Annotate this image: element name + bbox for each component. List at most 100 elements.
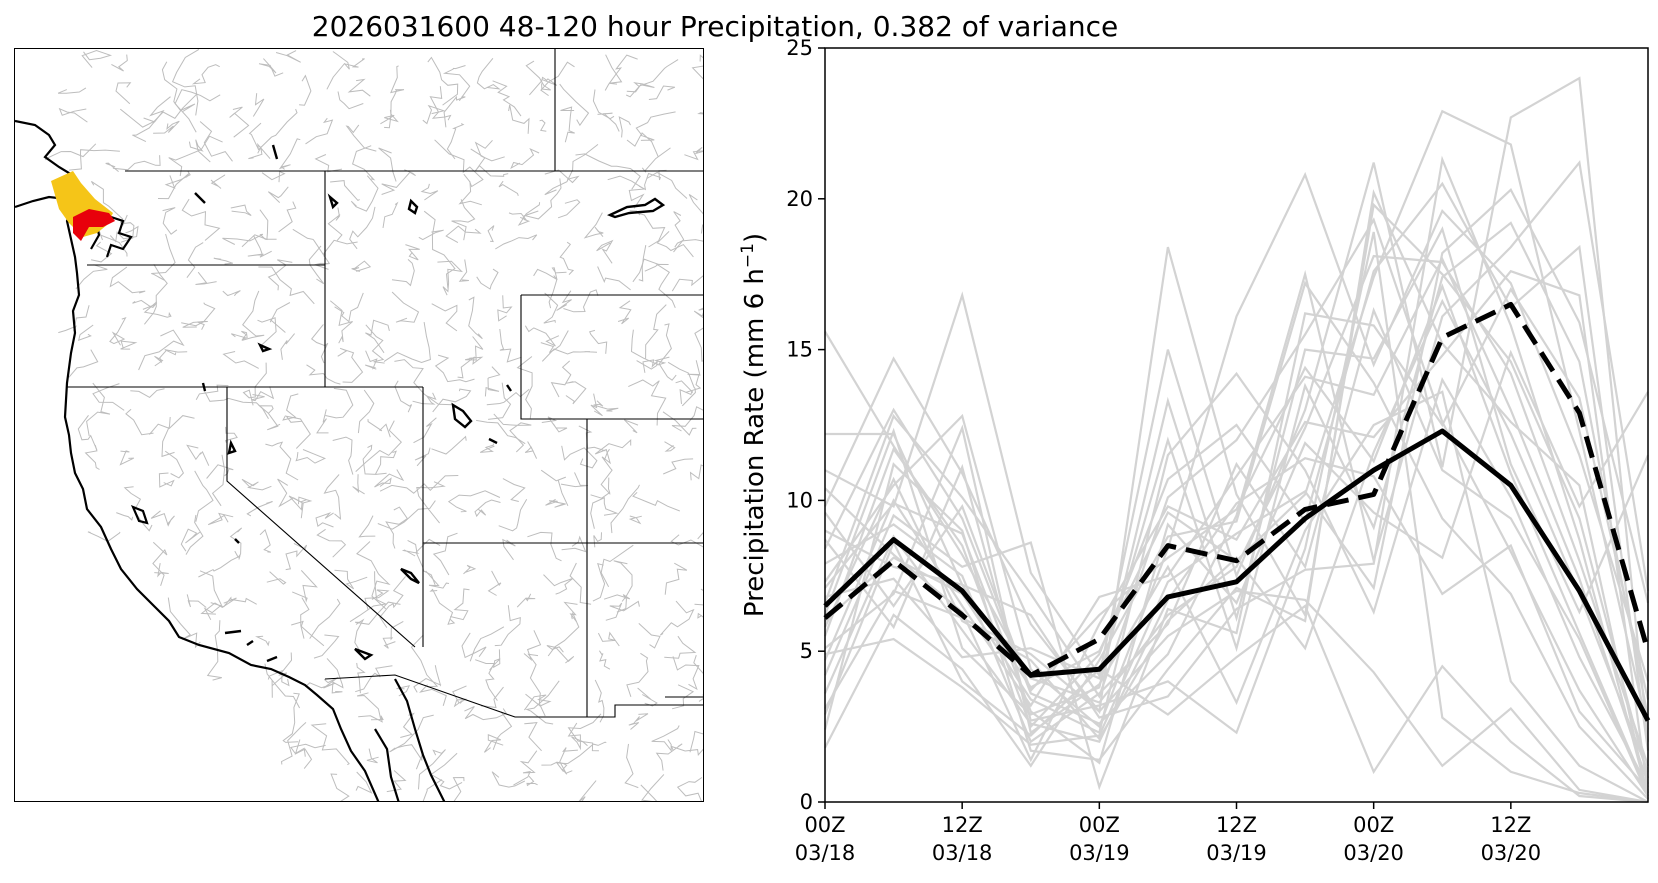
x-tick-label-date: 03/20	[1481, 841, 1542, 865]
basin-boundary	[431, 435, 467, 455]
basin-boundary	[559, 241, 575, 275]
basin-boundary	[600, 448, 613, 495]
basin-boundary	[671, 684, 695, 710]
basin-boundary	[381, 169, 416, 195]
basin-boundary	[547, 611, 580, 657]
basin-boundary	[610, 484, 640, 534]
basin-boundary	[385, 506, 409, 549]
lakes	[194, 144, 666, 663]
y-tick-label: 15	[786, 338, 813, 362]
basin-boundary	[603, 594, 631, 613]
basin-boundary	[685, 360, 702, 393]
basin-boundary	[583, 212, 604, 239]
basin-boundary	[646, 171, 688, 199]
x-tick-label-hour: 12Z	[942, 813, 983, 837]
basin-boundary	[544, 144, 599, 196]
basin-boundary	[356, 541, 391, 610]
basin-boundary	[278, 201, 297, 233]
basin-boundary	[266, 571, 287, 585]
x-tick-label-hour: 00Z	[804, 813, 845, 837]
y-axis-label-main: Precipitation Rate (mm 6 h	[740, 268, 770, 617]
basin-boundary	[597, 631, 620, 647]
basin-boundary	[502, 538, 516, 561]
y-tick-label: 20	[786, 187, 813, 211]
basin-boundary	[258, 405, 281, 431]
ensemble-member-line-1	[824, 254, 1650, 767]
basin-boundary	[58, 107, 88, 123]
basin-boundary	[567, 713, 602, 752]
basin-boundary	[222, 290, 241, 297]
basin-boundary	[523, 630, 542, 662]
basin-boundary	[517, 202, 541, 226]
basin-boundary	[638, 169, 667, 191]
basin-boundary	[575, 153, 641, 190]
basin-boundary	[323, 239, 358, 258]
basin-boundary	[174, 89, 221, 133]
basin-boundary	[310, 723, 350, 766]
ensemble-member-line-7	[823, 226, 1650, 716]
basin-boundary	[356, 662, 366, 694]
basin-boundary	[357, 389, 375, 434]
basin-boundary	[269, 302, 291, 333]
basin-boundary	[590, 393, 603, 417]
basin-boundary	[691, 54, 703, 80]
basin-boundary	[164, 450, 185, 479]
basin-boundary	[154, 563, 169, 578]
basin-boundary	[109, 317, 127, 346]
basin-boundary	[334, 569, 368, 590]
basin-boundary	[278, 138, 301, 170]
mean-series-lines	[823, 301, 1651, 722]
basin-boundary	[75, 264, 108, 290]
basin-boundary	[593, 532, 602, 548]
basin-boundary	[464, 336, 484, 361]
ensemble-member-line-16	[824, 155, 1650, 797]
basin-boundary	[541, 348, 598, 362]
basin-boundary	[77, 415, 98, 451]
basin-boundary	[150, 510, 175, 527]
basin-boundary	[458, 173, 482, 206]
basin-boundary	[524, 325, 560, 347]
basin-boundary	[355, 420, 403, 472]
basin-boundary	[476, 57, 501, 90]
basin-boundary	[676, 777, 703, 801]
basin-boundary	[540, 61, 575, 97]
basin-boundary	[418, 229, 444, 241]
basin-boundary	[510, 147, 540, 170]
basin-boundary	[422, 779, 443, 801]
basin-boundary	[275, 50, 301, 63]
basin-boundary	[624, 743, 639, 789]
basin-boundary	[693, 655, 703, 702]
basin-boundary	[290, 743, 326, 757]
basin-boundary	[447, 490, 501, 513]
basin-boundary	[527, 531, 562, 562]
basin-boundary	[499, 328, 522, 363]
basin-boundary	[257, 317, 277, 346]
basin-boundary	[561, 445, 598, 469]
y-tick-label: 0	[800, 790, 813, 814]
basin-boundary	[241, 209, 269, 248]
basin-boundary	[379, 576, 406, 628]
basin-boundary	[694, 327, 703, 362]
basin-boundary	[350, 175, 379, 212]
x-tick-label-hour: 12Z	[1490, 813, 1531, 837]
basin-boundary	[326, 51, 350, 90]
basin-boundary	[282, 393, 299, 421]
basin-boundary	[484, 366, 501, 397]
basin-boundary	[211, 454, 226, 507]
basin-boundary	[90, 241, 113, 263]
basin-boundary	[468, 296, 483, 340]
basin-boundary	[592, 89, 615, 120]
basin-boundary	[632, 492, 680, 512]
basin-boundary	[300, 597, 310, 639]
basin-boundary	[330, 773, 350, 801]
basin-boundary	[143, 96, 171, 123]
basin-boundary	[149, 415, 195, 435]
basin-boundary	[541, 416, 568, 433]
basin-boundary	[543, 574, 574, 595]
basin-boundary	[664, 562, 688, 595]
basin-boundary	[337, 91, 364, 110]
basin-boundary	[119, 108, 156, 143]
basin-boundary	[487, 570, 502, 596]
basin-boundary	[394, 380, 413, 413]
basin-boundary	[355, 601, 401, 625]
